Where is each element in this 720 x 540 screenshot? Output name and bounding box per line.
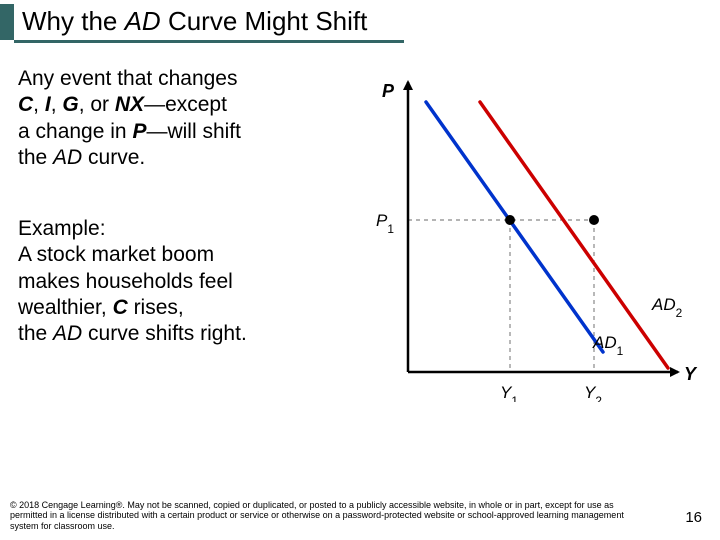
var-c2: C	[113, 296, 128, 319]
p1-l4a: the	[18, 146, 53, 169]
p2-l2: A stock market boom	[18, 243, 214, 266]
title-underline	[14, 40, 404, 43]
svg-text:Y2: Y2	[584, 383, 602, 402]
page-title: Why the AD Curve Might Shift	[22, 6, 367, 37]
svg-text:Y1: Y1	[500, 383, 518, 402]
page-number: 16	[685, 509, 702, 526]
copyright-footer: © 2018 Cengage Learning®. May not be sca…	[10, 500, 650, 532]
p1-l3a: a change in	[18, 120, 132, 143]
var-c: C	[18, 93, 33, 116]
p2-l1: Example:	[18, 217, 106, 240]
sep: ,	[51, 93, 63, 116]
paragraph-intro: Any event that changes C, I, G, or NX—ex…	[18, 66, 348, 171]
svg-text:P: P	[382, 81, 395, 101]
ad-curve-chart: P Y P1 Y1 Y2 AD1 AD2	[368, 72, 698, 402]
p1-l4b: curve.	[82, 146, 145, 169]
title-post: Curve Might Shift	[161, 6, 368, 36]
sep: ,	[33, 93, 45, 116]
svg-text:AD2: AD2	[651, 295, 683, 320]
p1-l3b: —will shift	[146, 120, 241, 143]
p2-l4b: rises,	[128, 296, 184, 319]
title-ital: AD	[125, 6, 161, 36]
title-accent-block	[0, 4, 14, 40]
p2-l4a: wealthier,	[18, 296, 113, 319]
var-p: P	[132, 120, 146, 143]
svg-text:P1: P1	[376, 211, 394, 236]
var-ad2: AD	[53, 322, 82, 345]
chart-svg: P Y P1 Y1 Y2 AD1 AD2	[368, 72, 698, 402]
sep: , or	[79, 93, 115, 116]
svg-text:Y: Y	[684, 364, 698, 384]
p1-l2tail: —except	[144, 93, 227, 116]
p1-line1: Any event that changes	[18, 67, 238, 90]
var-nx: NX	[115, 93, 144, 116]
p2-l5a: the	[18, 322, 53, 345]
var-ad: AD	[53, 146, 82, 169]
var-g: G	[62, 93, 78, 116]
title-pre: Why the	[22, 6, 125, 36]
paragraph-example: Example: A stock market boom makes house…	[18, 216, 348, 347]
p2-l5b: curve shifts right.	[82, 322, 247, 345]
p2-l3: makes households feel	[18, 270, 233, 293]
svg-text:AD1: AD1	[592, 333, 624, 358]
